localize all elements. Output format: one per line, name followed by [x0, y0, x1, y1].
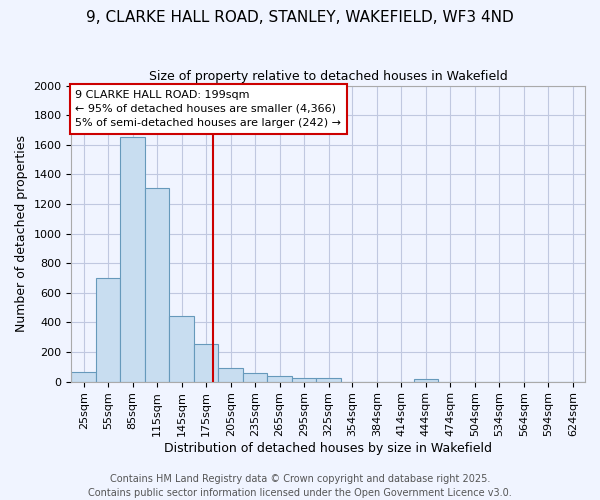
Bar: [413, 378, 438, 382]
Text: 9 CLARKE HALL ROAD: 199sqm
← 95% of detached houses are smaller (4,366)
5% of se: 9 CLARKE HALL ROAD: 199sqm ← 95% of deta…: [76, 90, 341, 128]
Bar: [71, 372, 96, 382]
Bar: [268, 376, 292, 382]
Bar: [96, 278, 121, 382]
Bar: [218, 368, 243, 382]
X-axis label: Distribution of detached houses by size in Wakefield: Distribution of detached houses by size …: [164, 442, 492, 455]
Text: 9, CLARKE HALL ROAD, STANLEY, WAKEFIELD, WF3 4ND: 9, CLARKE HALL ROAD, STANLEY, WAKEFIELD,…: [86, 10, 514, 25]
Y-axis label: Number of detached properties: Number of detached properties: [15, 135, 28, 332]
Text: Contains HM Land Registry data © Crown copyright and database right 2025.
Contai: Contains HM Land Registry data © Crown c…: [88, 474, 512, 498]
Bar: [243, 374, 268, 382]
Bar: [121, 138, 145, 382]
Bar: [292, 378, 316, 382]
Bar: [145, 188, 169, 382]
Bar: [194, 344, 218, 382]
Title: Size of property relative to detached houses in Wakefield: Size of property relative to detached ho…: [149, 70, 508, 83]
Bar: [169, 316, 194, 382]
Bar: [316, 378, 341, 382]
